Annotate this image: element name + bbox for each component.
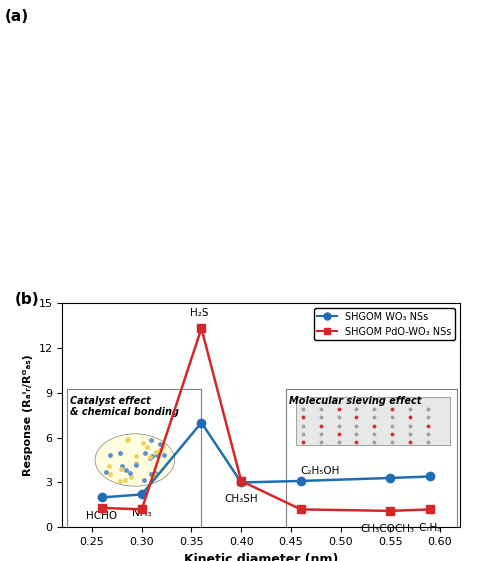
Bar bbox=[286, 389, 457, 527]
Text: CH₃SH: CH₃SH bbox=[224, 494, 258, 504]
X-axis label: Kinetic diameter (nm): Kinetic diameter (nm) bbox=[184, 553, 338, 561]
Text: C₂H₅OH: C₂H₅OH bbox=[301, 467, 340, 476]
Text: (b): (b) bbox=[14, 292, 39, 307]
Text: H₂S: H₂S bbox=[190, 308, 209, 318]
Y-axis label: Response (Rₐᴵᵣ/Rᴳₐₛ): Response (Rₐᴵᵣ/Rᴳₐₛ) bbox=[23, 354, 33, 476]
Text: Molecular sieving effect: Molecular sieving effect bbox=[289, 396, 421, 406]
Bar bbox=[67, 389, 201, 527]
Text: HCHO: HCHO bbox=[87, 511, 117, 521]
Legend: SHGOM WO₃ NSs, SHGOM PdO-WO₃ NSs: SHGOM WO₃ NSs, SHGOM PdO-WO₃ NSs bbox=[314, 308, 455, 341]
Bar bbox=[296, 397, 450, 445]
Text: (a): (a) bbox=[5, 9, 29, 24]
Ellipse shape bbox=[95, 434, 174, 486]
Text: NH₃: NH₃ bbox=[132, 508, 151, 518]
Text: Catalyst effect
& chemical bonding: Catalyst effect & chemical bonding bbox=[70, 396, 179, 417]
Text: CH₃COCH₃: CH₃COCH₃ bbox=[360, 525, 414, 534]
Text: C₇H₈: C₇H₈ bbox=[418, 523, 442, 533]
